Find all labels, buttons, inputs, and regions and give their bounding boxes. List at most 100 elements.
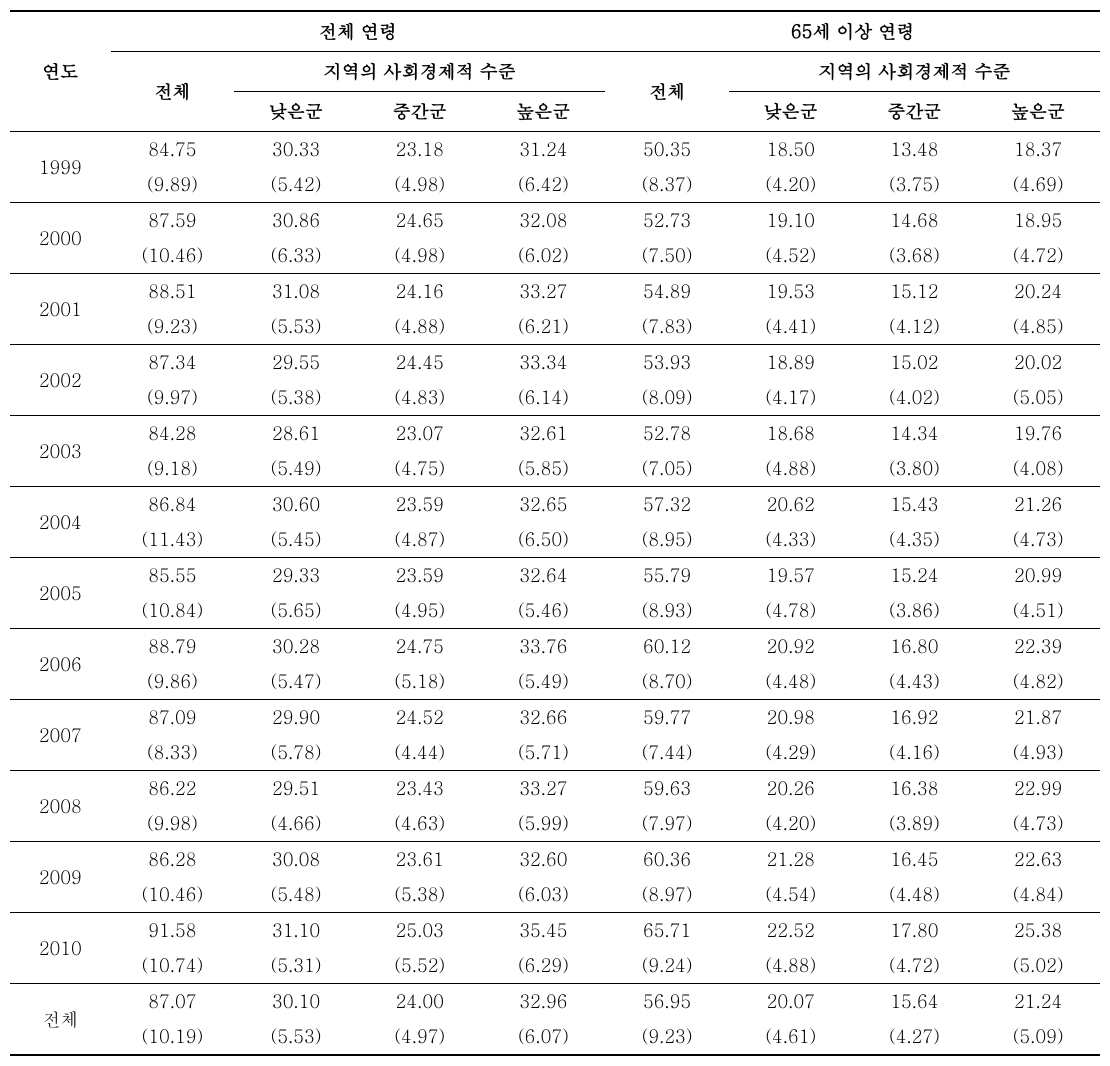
- header-g1-socio: 지역의 사회경제적 수준: [234, 52, 605, 92]
- paren-cell: (10.46): [111, 238, 235, 274]
- year-cell: 전체: [10, 984, 111, 1056]
- paren-cell: (4.97): [358, 1019, 482, 1055]
- value-cell: 16.38: [853, 771, 977, 807]
- paren-cell: (6.42): [482, 167, 606, 203]
- value-cell: 20.98: [729, 700, 853, 736]
- value-cell: 86.84: [111, 487, 235, 523]
- value-cell: 52.78: [605, 416, 729, 452]
- table-row: (9.18)(5.49)(4.75)(5.85)(7.05)(4.88)(3.8…: [10, 451, 1100, 487]
- paren-cell: (4.27): [853, 1019, 977, 1055]
- year-cell: 2004: [10, 487, 111, 558]
- table-row: (10.46)(5.48)(5.38)(6.03)(8.97)(4.54)(4.…: [10, 877, 1100, 913]
- year-cell: 2009: [10, 842, 111, 913]
- value-cell: 87.09: [111, 700, 235, 736]
- paren-cell: (9.97): [111, 380, 235, 416]
- value-cell: 28.61: [234, 416, 358, 452]
- value-cell: 60.12: [605, 629, 729, 665]
- paren-cell: (11.43): [111, 522, 235, 558]
- value-cell: 24.16: [358, 274, 482, 310]
- value-cell: 31.10: [234, 913, 358, 949]
- paren-cell: (4.43): [853, 664, 977, 700]
- paren-cell: (4.20): [729, 167, 853, 203]
- value-cell: 59.77: [605, 700, 729, 736]
- table-row: (8.33)(5.78)(4.44)(5.71)(7.44)(4.29)(4.1…: [10, 735, 1100, 771]
- value-cell: 87.07: [111, 984, 235, 1020]
- table-row: (10.19)(5.53)(4.97)(6.07)(9.23)(4.61)(4.…: [10, 1019, 1100, 1055]
- header-g1-total: 전체: [111, 52, 235, 132]
- table-row: (9.86)(5.47)(5.18)(5.49)(8.70)(4.48)(4.4…: [10, 664, 1100, 700]
- value-cell: 33.27: [482, 771, 606, 807]
- value-cell: 24.00: [358, 984, 482, 1020]
- paren-cell: (5.31): [234, 948, 358, 984]
- header-group1: 전체 연령: [111, 11, 606, 52]
- value-cell: 18.68: [729, 416, 853, 452]
- table-row: (10.74)(5.31)(5.52)(6.29)(9.24)(4.88)(4.…: [10, 948, 1100, 984]
- value-cell: 23.59: [358, 487, 482, 523]
- table-row: (10.84)(5.65)(4.95)(5.46)(8.93)(4.78)(3.…: [10, 593, 1100, 629]
- value-cell: 32.65: [482, 487, 606, 523]
- value-cell: 30.86: [234, 203, 358, 239]
- value-cell: 18.89: [729, 345, 853, 381]
- paren-cell: (4.41): [729, 309, 853, 345]
- value-cell: 88.79: [111, 629, 235, 665]
- paren-cell: (4.78): [729, 593, 853, 629]
- year-cell: 2005: [10, 558, 111, 629]
- paren-cell: (5.52): [358, 948, 482, 984]
- table-row: (9.23)(5.53)(4.88)(6.21)(7.83)(4.41)(4.1…: [10, 309, 1100, 345]
- value-cell: 20.62: [729, 487, 853, 523]
- paren-cell: (5.38): [358, 877, 482, 913]
- value-cell: 14.34: [853, 416, 977, 452]
- value-cell: 55.79: [605, 558, 729, 594]
- header-g1-low: 낮은군: [234, 92, 358, 132]
- table-row: 200287.3429.5524.4533.3453.9318.8915.022…: [10, 345, 1100, 381]
- value-cell: 19.57: [729, 558, 853, 594]
- paren-cell: (7.97): [605, 806, 729, 842]
- paren-cell: (6.14): [482, 380, 606, 416]
- year-cell: 2010: [10, 913, 111, 984]
- paren-cell: (4.69): [976, 167, 1100, 203]
- year-cell: 2003: [10, 416, 111, 487]
- paren-cell: (4.82): [976, 664, 1100, 700]
- value-cell: 24.75: [358, 629, 482, 665]
- value-cell: 15.64: [853, 984, 977, 1020]
- paren-cell: (6.07): [482, 1019, 606, 1055]
- paren-cell: (3.80): [853, 451, 977, 487]
- value-cell: 22.99: [976, 771, 1100, 807]
- value-cell: 29.90: [234, 700, 358, 736]
- value-cell: 32.66: [482, 700, 606, 736]
- paren-cell: (10.84): [111, 593, 235, 629]
- paren-cell: (4.29): [729, 735, 853, 771]
- value-cell: 16.45: [853, 842, 977, 878]
- value-cell: 87.59: [111, 203, 235, 239]
- value-cell: 35.45: [482, 913, 606, 949]
- header-g1-high: 높은군: [482, 92, 606, 132]
- table-row: 200688.7930.2824.7533.7660.1220.9216.802…: [10, 629, 1100, 665]
- paren-cell: (3.86): [853, 593, 977, 629]
- table-row: 199984.7530.3323.1831.2450.3518.5013.481…: [10, 132, 1100, 168]
- value-cell: 15.24: [853, 558, 977, 594]
- paren-cell: (7.44): [605, 735, 729, 771]
- value-cell: 20.99: [976, 558, 1100, 594]
- value-cell: 54.89: [605, 274, 729, 310]
- paren-cell: (3.75): [853, 167, 977, 203]
- value-cell: 16.80: [853, 629, 977, 665]
- paren-cell: (6.50): [482, 522, 606, 558]
- paren-cell: (4.33): [729, 522, 853, 558]
- paren-cell: (7.05): [605, 451, 729, 487]
- paren-cell: (4.73): [976, 806, 1100, 842]
- paren-cell: (9.24): [605, 948, 729, 984]
- value-cell: 13.48: [853, 132, 977, 168]
- paren-cell: (9.18): [111, 451, 235, 487]
- paren-cell: (5.53): [234, 1019, 358, 1055]
- paren-cell: (4.52): [729, 238, 853, 274]
- paren-cell: (6.33): [234, 238, 358, 274]
- paren-cell: (4.63): [358, 806, 482, 842]
- value-cell: 22.52: [729, 913, 853, 949]
- paren-cell: (9.86): [111, 664, 235, 700]
- table-row: 200886.2229.5123.4333.2759.6320.2616.382…: [10, 771, 1100, 807]
- table-row: 200986.2830.0823.6132.6060.3621.2816.452…: [10, 842, 1100, 878]
- paren-cell: (4.48): [729, 664, 853, 700]
- paren-cell: (6.02): [482, 238, 606, 274]
- paren-cell: (4.72): [976, 238, 1100, 274]
- paren-cell: (5.47): [234, 664, 358, 700]
